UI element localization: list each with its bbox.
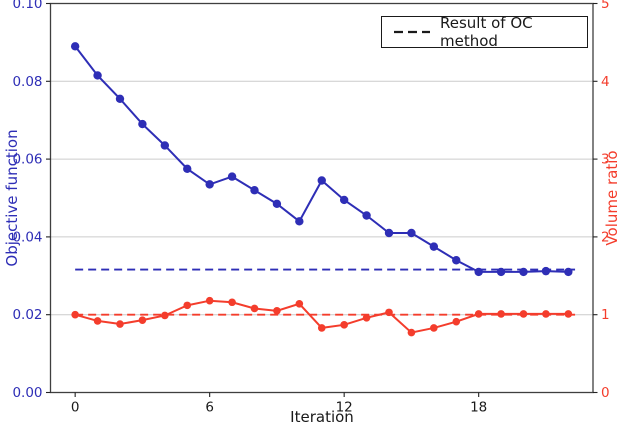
- y-axis-label-right: Volume ratio: [603, 150, 621, 246]
- x-tick-label: 18: [470, 400, 487, 416]
- objective-function-marker: [452, 256, 461, 265]
- volume-ratio-marker: [430, 324, 438, 332]
- volume-ratio-marker: [340, 321, 348, 329]
- volume-ratio-marker: [564, 310, 573, 318]
- plot-border: [49, 2, 594, 394]
- objective-function-marker: [93, 71, 102, 80]
- y-right-tick-label: 0: [601, 385, 610, 401]
- objective-function-marker: [205, 180, 214, 189]
- y-left-tick-label: 0.04: [12, 229, 42, 245]
- x-tick-label: 12: [336, 400, 353, 416]
- volume-ratio-marker: [138, 316, 147, 324]
- volume-ratio-marker: [250, 304, 259, 313]
- y-right-tick-label: 1: [601, 307, 610, 323]
- volume-ratio-marker: [407, 328, 416, 337]
- dashed-line-icon: [394, 30, 430, 34]
- y-left-tick-label: 0.10: [12, 0, 42, 12]
- x-tick-label: 0: [71, 400, 80, 416]
- objective-function-marker: [183, 164, 192, 174]
- y-left-tick-label: 0.08: [12, 74, 42, 90]
- objective-function-marker: [317, 176, 326, 185]
- volume-ratio-marker: [161, 311, 169, 320]
- volume-ratio-marker: [295, 300, 304, 308]
- objective-function-marker: [250, 186, 259, 195]
- objective-function-marker: [339, 195, 349, 205]
- objective-function-marker: [407, 228, 416, 238]
- objective-function-marker: [362, 211, 371, 220]
- objective-function-marker: [541, 266, 551, 276]
- y-left-tick-label: 0.00: [12, 385, 42, 401]
- y-axis-label-left: Objective function: [3, 129, 21, 267]
- volume-ratio-marker: [317, 324, 326, 332]
- volume-ratio-marker: [116, 320, 124, 328]
- x-axis-label: Iteration: [290, 408, 354, 426]
- volume-ratio-marker: [497, 310, 505, 318]
- objective-function-marker: [138, 119, 147, 129]
- legend-label: Result of OC method: [440, 14, 533, 50]
- x-tick-label: 6: [205, 400, 214, 416]
- volume-ratio-marker: [228, 298, 236, 307]
- objective-function-marker: [227, 172, 237, 181]
- volume-ratio-marker: [205, 296, 214, 305]
- objective-function-marker: [295, 217, 304, 226]
- y-right-tick-label: 5: [601, 0, 610, 12]
- y-right-tick-label: 4: [601, 74, 610, 90]
- objective-function-marker: [160, 141, 170, 150]
- objective-function-marker: [384, 228, 394, 238]
- volume-ratio-marker: [452, 317, 461, 326]
- volume-ratio-marker: [362, 314, 371, 322]
- y-right-tick-label: 3: [601, 152, 610, 168]
- volume-ratio-marker: [183, 301, 192, 310]
- y-right-tick-label: 2: [601, 229, 610, 245]
- objective-function-marker: [429, 242, 439, 251]
- volume-ratio-marker: [273, 307, 281, 315]
- objective-function-marker: [70, 42, 80, 51]
- y-left-tick-label: 0.06: [12, 152, 42, 168]
- volume-ratio-marker: [93, 317, 102, 325]
- y-left-tick-label: 0.02: [12, 307, 42, 323]
- legend: Result of OC method: [381, 14, 588, 50]
- objective-function-marker: [272, 199, 282, 209]
- objective-function-marker: [115, 94, 125, 104]
